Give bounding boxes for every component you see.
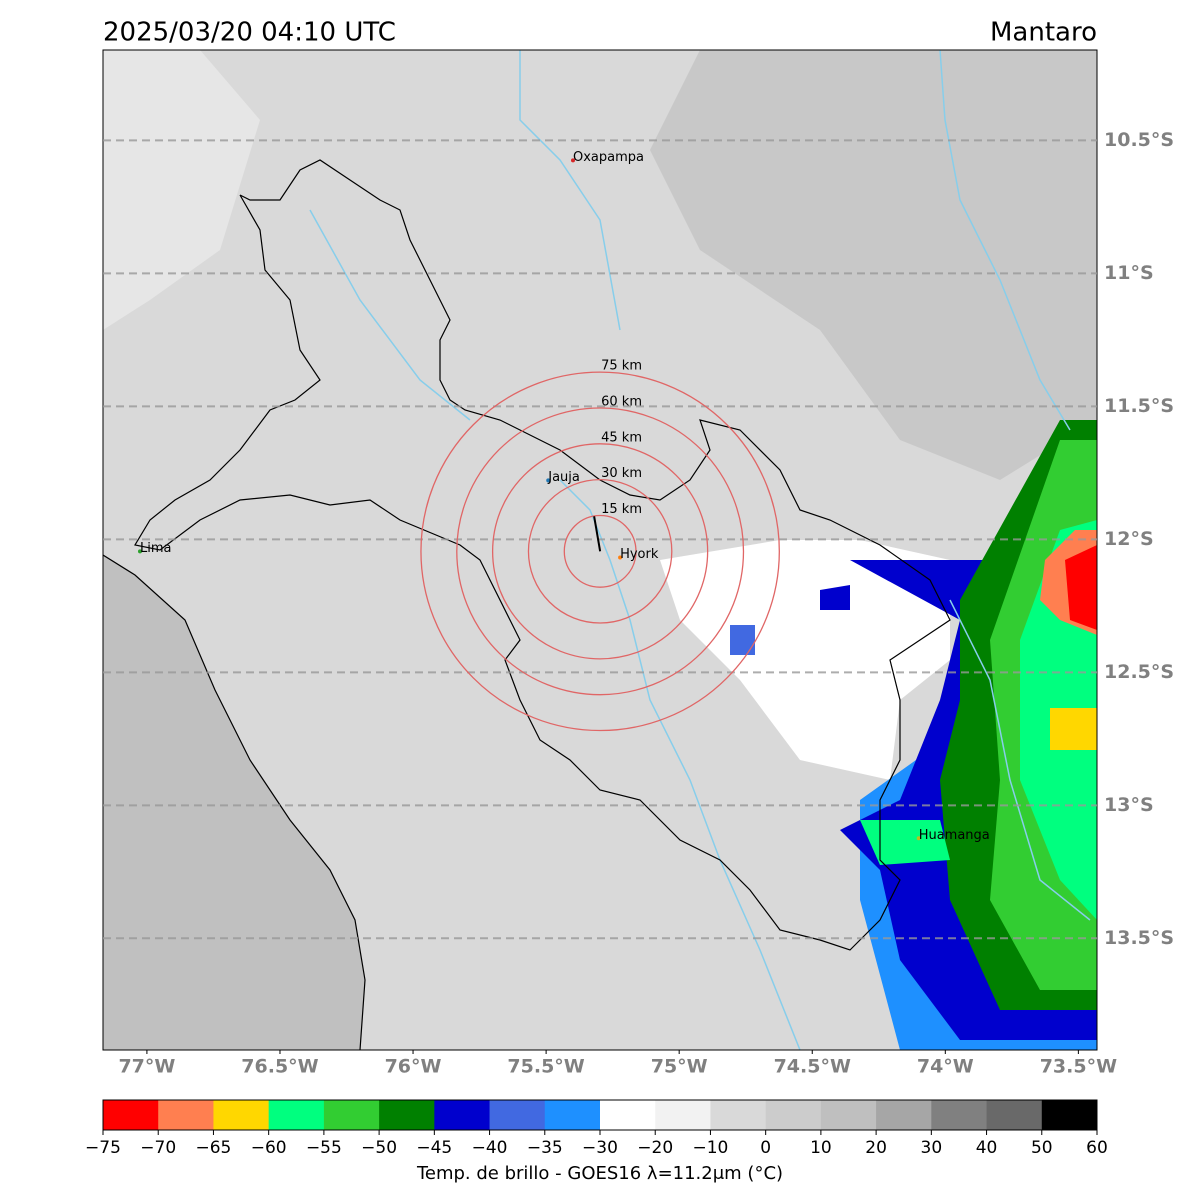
ring-label: 75 km	[601, 359, 642, 374]
cloud-springgreen-2	[860, 820, 950, 865]
colorbar-segment	[489, 1100, 546, 1130]
colorbar-tick-label: −35	[527, 1138, 563, 1158]
place-dot	[916, 836, 921, 841]
colorbar-segment	[544, 1100, 601, 1130]
map-frame	[102, 49, 1098, 1051]
place-label: Jauja	[547, 470, 580, 485]
colorbar-segment	[323, 1100, 380, 1130]
lat-tick-label: 11°S	[1104, 262, 1154, 284]
colorbar-segment	[158, 1100, 214, 1130]
cloud-blue-cell-2	[730, 625, 755, 655]
colorbar-tick-label: −30	[582, 1138, 618, 1158]
colorbar-segment	[710, 1100, 767, 1130]
colorbar-tick-label: −65	[195, 1138, 231, 1158]
center-marker	[593, 516, 602, 552]
lat-tick-label: 13.5°S	[1104, 927, 1174, 949]
lon-tick-label: 76.5°W	[241, 1056, 318, 1078]
lon-tick-label: 74°W	[917, 1056, 974, 1078]
range-ring	[456, 407, 745, 696]
cloud-gold	[1050, 708, 1097, 750]
place-dot	[546, 478, 551, 483]
colorbar-segment	[986, 1100, 1043, 1130]
colorbar-tick-label: −45	[416, 1138, 452, 1158]
range-ring	[420, 371, 780, 732]
colorbar-tick-label: 20	[865, 1138, 887, 1158]
colorbar-segment	[765, 1100, 822, 1130]
lon-tick-label: 76°W	[385, 1056, 442, 1078]
colorbar-tick-label: 0	[760, 1138, 771, 1158]
colorbar-segment	[820, 1100, 877, 1130]
range-ring	[527, 479, 673, 624]
colorbar-segment	[600, 1100, 656, 1130]
lat-tick-label: 10.5°S	[1104, 129, 1174, 151]
region: Mantaro	[990, 18, 1097, 48]
colorbar-segment	[268, 1100, 325, 1130]
place-dot	[570, 158, 575, 163]
cloud-white	[660, 540, 950, 780]
ring-label: 45 km	[601, 430, 642, 445]
lat-tick-label: 12.5°S	[1104, 661, 1174, 683]
imagery	[103, 50, 1097, 1050]
title: 2025/03/20 04:10 UTC	[103, 18, 396, 48]
colorbar-tick-label: 50	[1031, 1138, 1053, 1158]
lon-tick-label: 75°W	[651, 1056, 708, 1078]
colorbar-tick-label: 40	[976, 1138, 998, 1158]
place-label: Lima	[140, 541, 171, 556]
colorbar-tick-label: −55	[306, 1138, 342, 1158]
cloud-light	[103, 50, 260, 330]
colorbar-tick-label: −70	[140, 1138, 176, 1158]
coastline	[103, 554, 366, 1050]
cloud-gray	[650, 50, 1097, 480]
ring-label: 15 km	[601, 502, 642, 517]
place-dot	[618, 555, 623, 560]
place-dot	[137, 549, 142, 554]
cloud-red	[1065, 545, 1097, 630]
basin-outline	[134, 159, 951, 951]
colorbar-segment	[434, 1100, 491, 1130]
ring-label: 60 km	[601, 394, 642, 409]
lon-tick-label: 75.5°W	[507, 1056, 584, 1078]
lon-tick-label: 73.5°W	[1040, 1056, 1117, 1078]
colorbar-segment	[103, 1100, 159, 1130]
lat-tick-label: 13°S	[1104, 794, 1154, 816]
colorbar-tick-label: 30	[921, 1138, 943, 1158]
colorbar-segment	[379, 1100, 435, 1130]
colorbar-segment	[876, 1100, 932, 1130]
colorbar-tick-label: 10	[810, 1138, 832, 1158]
colorbar-tick-label: −20	[637, 1138, 673, 1158]
colorbar-tick-label: −60	[251, 1138, 287, 1158]
lat-tick-label: 11.5°S	[1104, 395, 1174, 417]
place-label: Hyork	[620, 547, 659, 562]
coastal-region	[103, 555, 365, 1050]
place-label: Huamanga	[919, 828, 990, 843]
ring-label: 30 km	[601, 466, 642, 481]
colorbar-segment	[1041, 1100, 1098, 1130]
colorbar-tick-label: −50	[361, 1138, 397, 1158]
range-ring	[491, 443, 709, 660]
colorbar-segment	[213, 1100, 270, 1130]
colorbar-tick-label: −40	[472, 1138, 508, 1158]
colorbar-tick-label: −10	[692, 1138, 728, 1158]
colorbar-tick-label: −75	[85, 1138, 121, 1158]
lat-tick-label: 12°S	[1104, 528, 1154, 550]
colorbar-label: Temp. de brillo - GOES16 λ=11.2μm (°C)	[416, 1163, 783, 1184]
colorbar-tick-label: 60	[1086, 1138, 1108, 1158]
lon-tick-label: 74.5°W	[774, 1056, 851, 1078]
place-label: Oxapampa	[573, 150, 644, 165]
colorbar-segment	[655, 1100, 711, 1130]
lon-tick-label: 77°W	[118, 1056, 175, 1078]
colorbar-segment	[931, 1100, 988, 1130]
range-ring	[563, 514, 637, 588]
cloud-blue-cell	[820, 585, 850, 610]
